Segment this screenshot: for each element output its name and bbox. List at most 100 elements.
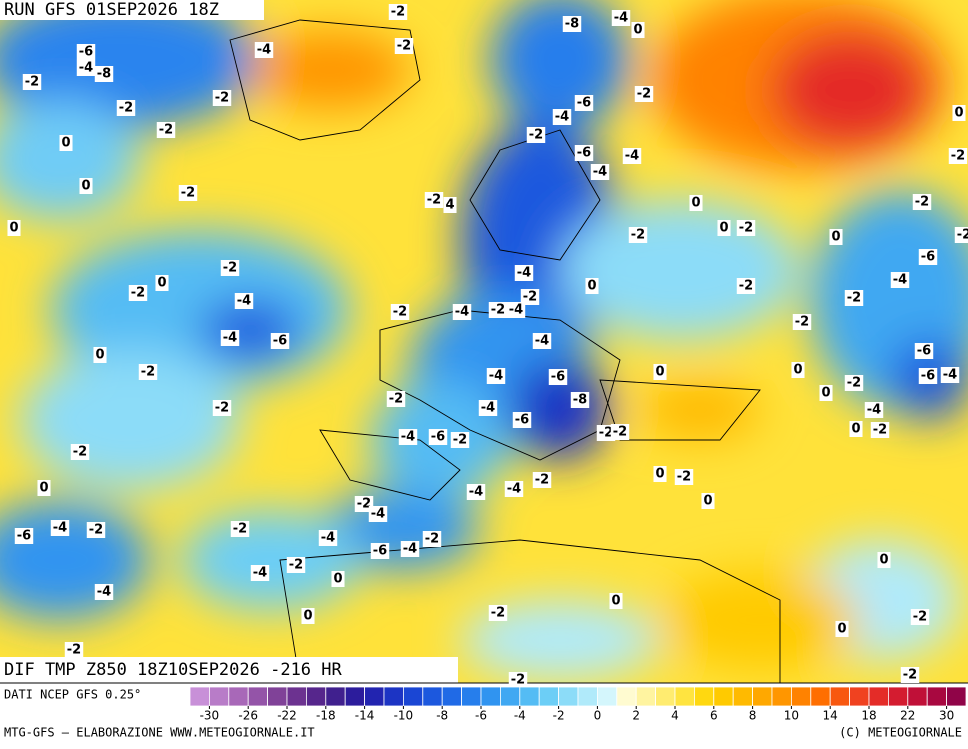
contour-label-box <box>156 122 176 138</box>
contour-label: -4 <box>867 403 881 418</box>
legend-tick-label: -26 <box>238 709 258 723</box>
run-label: RUN GFS 01SEP2026 18Z <box>4 0 219 20</box>
contour-label: -2 <box>25 75 39 90</box>
contour-label-box <box>234 293 254 309</box>
contour-label: -2 <box>523 290 537 305</box>
contour-label-box <box>918 368 938 384</box>
contour-label: -6 <box>17 529 31 544</box>
contour-labels: -2-8 -40-6 -4 -2-4 -8-2-2-2 -6-2-4-200-2-6 -4-… <box>7 4 968 688</box>
contour-label: 0 <box>837 622 846 637</box>
contour-label-box <box>390 304 410 320</box>
field-label: DIF TMP Z850 18Z10SEP2026 -216 HR <box>4 660 343 680</box>
contour-label-box <box>488 302 508 318</box>
legend-tick-label: -14 <box>355 709 375 723</box>
contour-label: 0 <box>703 494 712 509</box>
contour-label: -2 <box>215 401 229 416</box>
contour-label: 0 <box>39 481 48 496</box>
contour-label-box <box>422 531 442 547</box>
contour-label: -2 <box>631 228 645 243</box>
contour-label-box <box>86 522 106 538</box>
contour-label-box <box>819 385 833 401</box>
contour-label-box <box>37 480 51 496</box>
contour-label: -2 <box>453 433 467 448</box>
contour-label-box <box>548 369 568 385</box>
contour-label-box <box>286 557 306 573</box>
contour-label-box <box>93 347 107 363</box>
contour-label: -4 <box>223 331 237 346</box>
contour-label: -2 <box>951 149 965 164</box>
legend-tick-label: -2 <box>553 709 565 723</box>
contour-label-box <box>370 543 390 559</box>
contour-label: -6 <box>273 334 287 349</box>
contour-label-box <box>849 421 863 437</box>
contour-label: 0 <box>655 365 664 380</box>
contour-label-box <box>910 609 930 625</box>
contour-label-box <box>552 109 572 125</box>
legend-swatch <box>771 686 792 707</box>
contour-label-box <box>590 164 610 180</box>
contour-label-box <box>634 86 654 102</box>
contour-label-box <box>388 4 408 20</box>
contour-label-box <box>954 227 968 243</box>
contour-label: 0 <box>61 136 70 151</box>
contour-label: -2 <box>391 5 405 20</box>
contour-label-box <box>532 472 552 488</box>
contour-label-box <box>791 362 805 378</box>
contour-label: -2 <box>397 39 411 54</box>
contour-label: 0 <box>691 196 700 211</box>
contour-label-box <box>301 608 315 624</box>
contour-label-box <box>948 148 968 164</box>
contour-label: -4 <box>237 294 251 309</box>
contour-label-box <box>76 44 96 60</box>
contour-label: -2 <box>637 87 651 102</box>
copyright-label: (C) METEOGIORNALE <box>839 726 962 740</box>
contour-label: -2 <box>427 193 441 208</box>
contour-label-box <box>674 469 694 485</box>
contour-label-box <box>508 672 528 688</box>
contour-label: -4 <box>403 542 417 557</box>
contour-label-box <box>318 530 338 546</box>
contour-label: -4 <box>509 303 523 318</box>
contour-label: -2 <box>847 376 861 391</box>
contour-label: 0 <box>633 23 642 38</box>
legend-swatch <box>480 686 501 707</box>
contour-label-box <box>829 229 843 245</box>
contour-label: -8 <box>573 393 587 408</box>
contour-label-box <box>596 425 616 441</box>
contour-label-box <box>270 333 290 349</box>
contour-label-box <box>331 571 345 587</box>
contour-label: 4 <box>445 198 454 213</box>
contour-label-box <box>653 364 667 380</box>
contour-label: -2 <box>599 426 613 441</box>
contour-label: -2 <box>903 668 917 683</box>
legend-swatch <box>752 686 773 707</box>
contour-label: -2 <box>393 305 407 320</box>
legend-swatch <box>635 686 657 707</box>
contour-label: -4 <box>535 334 549 349</box>
contour-label: -2 <box>957 228 968 243</box>
legend-swatch <box>849 686 870 707</box>
contour-label: -6 <box>431 430 445 445</box>
contour-label-box <box>486 368 506 384</box>
contour-label-box <box>488 605 508 621</box>
contour-label: -4 <box>257 43 271 58</box>
contour-label: -2 <box>89 523 103 538</box>
contour-label-box <box>835 621 849 637</box>
legend-tick-label: -22 <box>277 709 297 723</box>
contour-label-box <box>94 66 114 82</box>
legend-swatch <box>694 686 715 707</box>
contour-label-box <box>514 265 534 281</box>
legend-tick-label: 14 <box>823 709 838 723</box>
legend-swatch <box>926 686 948 707</box>
contour-label: -4 <box>253 566 267 581</box>
contour-label: 0 <box>333 572 342 587</box>
legend-swatch <box>344 686 366 707</box>
contour-label-box <box>504 481 524 497</box>
contour-label: -4 <box>555 110 569 125</box>
contour-label-box <box>50 520 70 536</box>
legend-swatch <box>228 686 249 707</box>
contour-label: -2 <box>873 423 887 438</box>
contour-label-box <box>864 402 884 418</box>
contour-label: -4 <box>489 369 503 384</box>
